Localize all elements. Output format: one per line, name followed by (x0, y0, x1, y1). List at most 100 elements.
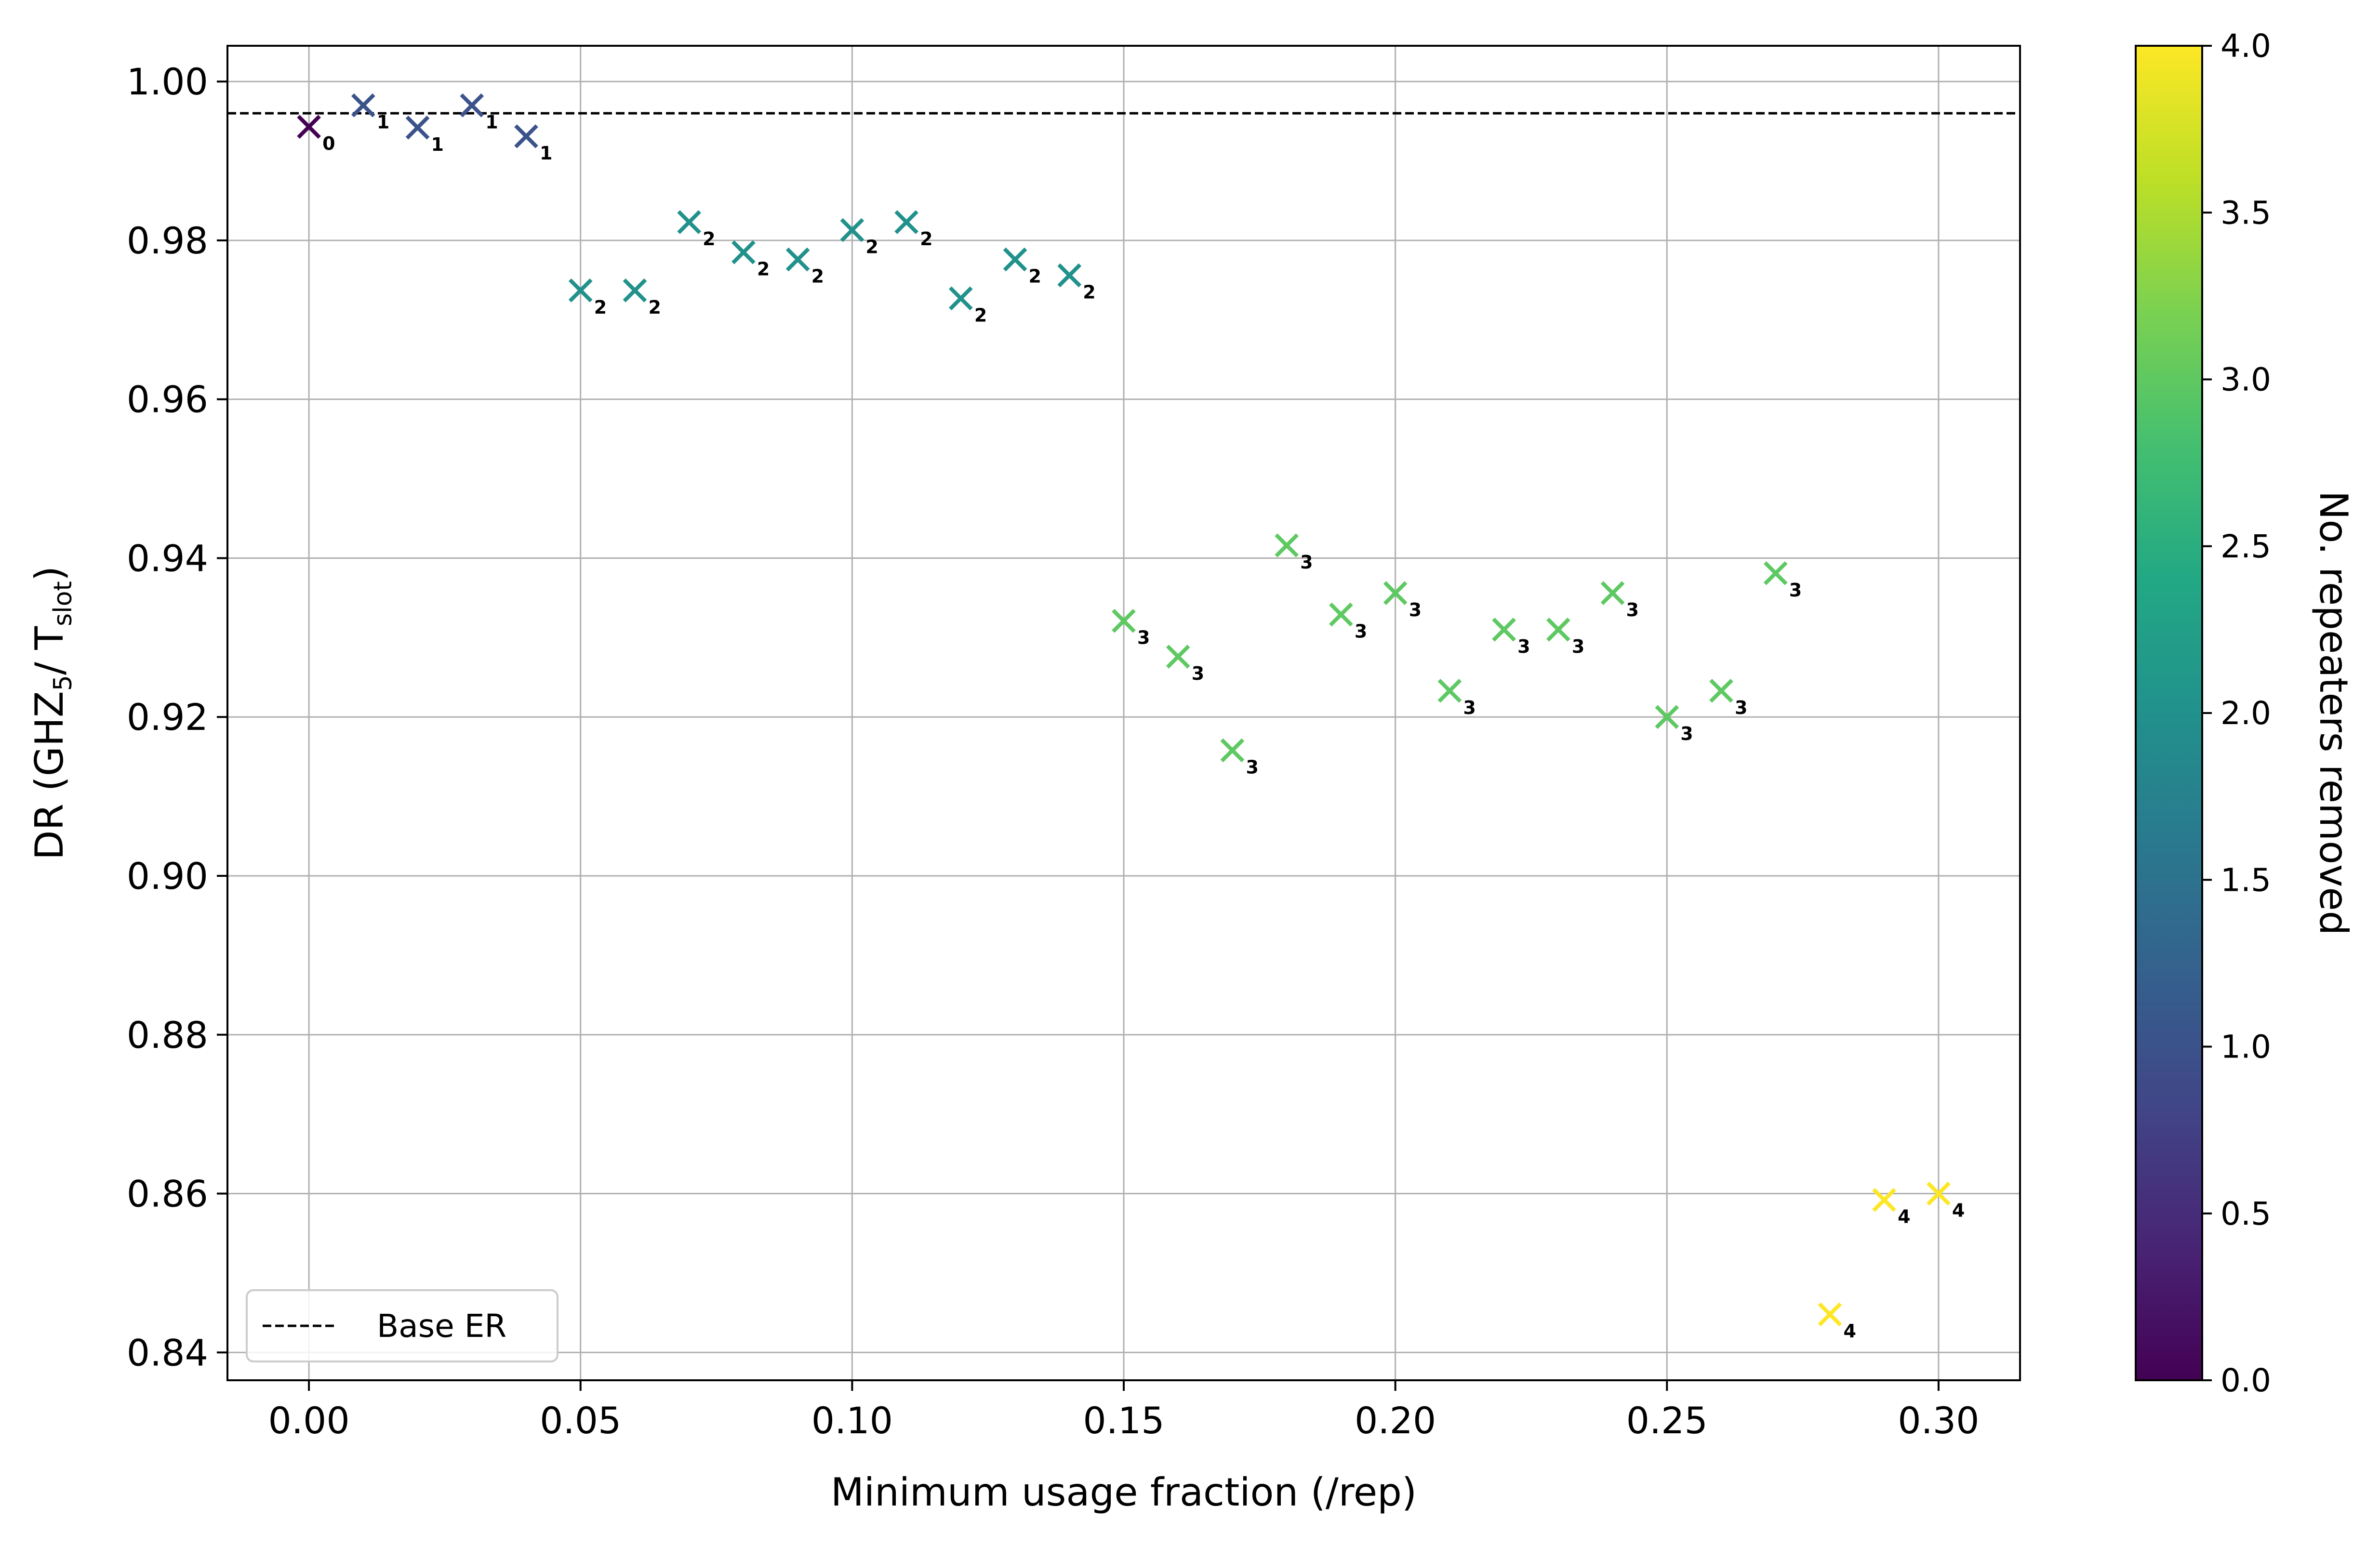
point-label: 3 (1409, 599, 1422, 621)
point-label: 1 (540, 143, 552, 164)
x-tick-label: 0.00 (268, 1399, 349, 1442)
y-axis-ticks: 0.84 0.86 0.88 0.90 0.92 0.94 0.96 0.98 1.00 (127, 60, 227, 1374)
point-label: 2 (648, 297, 661, 318)
point-label: 1 (377, 112, 389, 133)
data-point: 3 (1655, 705, 1693, 744)
colorbar-tick-label: 1.0 (2220, 1029, 2271, 1066)
point-label: 2 (865, 237, 878, 258)
data-point: 3 (1437, 679, 1476, 718)
colorbar-tick-label: 2.0 (2220, 695, 2271, 732)
data-point: 3 (1220, 738, 1259, 778)
point-marker-stroke (1655, 705, 1679, 729)
point-label: 2 (1029, 266, 1041, 287)
data-point: 2 (948, 286, 987, 326)
y-tick-label: 0.84 (127, 1331, 208, 1374)
point-marker-stroke (785, 247, 810, 272)
y-tick-label: 0.92 (127, 696, 208, 739)
data-point: 2 (677, 210, 716, 250)
y-tick-label: 0.98 (127, 219, 208, 262)
point-marker-stroke (1709, 679, 1733, 703)
data-point: 3 (1329, 602, 1367, 642)
data-point: 3 (1600, 581, 1639, 621)
data-point: 2 (568, 278, 607, 318)
point-label: 3 (1137, 627, 1150, 648)
data-point: 0 (297, 115, 335, 154)
point-label: 3 (1192, 663, 1204, 684)
colorbar-tick-label: 3.5 (2220, 194, 2271, 231)
point-marker-stroke (514, 124, 538, 148)
point-label: 3 (1789, 580, 1802, 601)
grid-lines (227, 46, 2020, 1380)
data-point: 4 (1818, 1302, 1856, 1342)
x-axis-title: Minimum usage fraction (/rep) (831, 1470, 1417, 1515)
legend-label-base-er: Base ER (377, 1308, 506, 1345)
colorbar-ticks: 0.0 0.5 1.0 1.5 2.0 2.5 3.0 3.5 4.0 (2202, 27, 2271, 1399)
point-marker-stroke (1057, 263, 1082, 288)
point-marker-stroke (894, 210, 918, 234)
point-marker-stroke (731, 240, 756, 264)
point-marker-stroke (677, 210, 702, 234)
point-label: 4 (1898, 1206, 1910, 1228)
point-label: 1 (485, 112, 498, 133)
point-label: 3 (1680, 723, 1693, 744)
point-marker-stroke (297, 115, 321, 139)
point-marker-stroke (1492, 618, 1516, 642)
data-point: 2 (785, 247, 824, 287)
x-tick-label: 0.25 (1626, 1399, 1708, 1442)
point-marker-stroke (1329, 602, 1353, 627)
data-point: 2 (1057, 263, 1096, 303)
colorbar: 0.0 0.5 1.0 1.5 2.0 2.5 3.0 3.5 4.0 No. repeater… (2135, 27, 2356, 1399)
point-marker-stroke (1927, 1181, 1951, 1206)
y-axis-title: DR (GHZ5/ Tslot) (27, 566, 78, 860)
data-point: 3 (1492, 618, 1530, 657)
data-points: 0 1 1 1 1 2 2 2 2 2 2 2 2 2 2 3 3 3 3 3 3 3 3 3 3 3 3 3 4 4 4 (297, 93, 1965, 1342)
data-point: 2 (840, 218, 878, 258)
point-label: 2 (974, 304, 987, 326)
data-point: 1 (514, 124, 552, 164)
point-label: 3 (1300, 552, 1313, 573)
colorbar-tick-label: 0.5 (2220, 1195, 2271, 1232)
data-point: 3 (1112, 608, 1150, 648)
point-marker-stroke (351, 93, 375, 118)
point-label: 2 (703, 228, 715, 250)
data-point: 2 (731, 240, 770, 280)
colorbar-tick-label: 3.0 (2220, 361, 2271, 398)
point-marker-stroke (568, 278, 593, 303)
data-point: 4 (1927, 1181, 1965, 1221)
y-tick-label: 0.90 (127, 855, 208, 898)
data-point: 3 (1763, 561, 1802, 601)
point-marker-stroke (1112, 608, 1136, 633)
point-label: 3 (1246, 756, 1258, 778)
point-label: 0 (322, 133, 335, 154)
point-label: 3 (1517, 636, 1530, 657)
point-label: 4 (1843, 1321, 1856, 1342)
colorbar-title: No. repeaters removed (2311, 491, 2356, 936)
colorbar-tick-label: 4.0 (2220, 27, 2271, 65)
point-label: 2 (920, 228, 932, 250)
data-point: 1 (460, 93, 498, 133)
y-tick-label: 1.00 (127, 60, 208, 103)
point-marker-stroke (623, 278, 647, 303)
y-tick-label: 0.88 (127, 1014, 208, 1057)
point-label: 3 (1626, 599, 1639, 621)
legend-box (246, 1289, 558, 1362)
x-tick-label: 0.10 (811, 1399, 893, 1442)
point-label: 3 (1572, 636, 1584, 657)
x-axis-ticks: 0.00 0.05 0.10 0.15 0.20 0.25 0.30 (268, 1380, 1980, 1442)
point-marker-stroke (1546, 618, 1570, 642)
x-tick-label: 0.30 (1898, 1399, 1979, 1442)
data-point: 3 (1709, 679, 1747, 718)
point-marker-stroke (1818, 1302, 1842, 1326)
data-point: 4 (1872, 1188, 1911, 1228)
y-tick-label: 0.94 (127, 537, 208, 580)
data-point: 3 (1166, 645, 1204, 684)
point-label: 2 (811, 266, 824, 287)
y-tick-label: 0.86 (127, 1173, 208, 1216)
point-marker-stroke (405, 115, 430, 140)
point-marker-stroke (1383, 581, 1408, 605)
x-tick-label: 0.05 (540, 1399, 621, 1442)
point-label: 2 (1083, 282, 1095, 303)
point-marker-stroke (948, 286, 973, 311)
point-marker-stroke (1763, 561, 1788, 585)
